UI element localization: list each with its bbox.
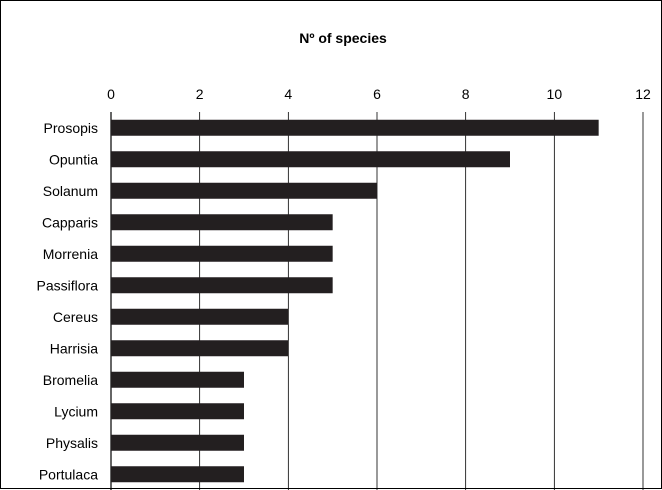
bar <box>111 214 333 231</box>
category-label: Opuntia <box>49 151 98 167</box>
bar <box>111 151 510 168</box>
grid-lines <box>110 112 644 490</box>
x-tick-label: 8 <box>462 86 470 102</box>
bar <box>111 466 244 483</box>
category-label: Prosopis <box>44 120 98 136</box>
category-label: Capparis <box>42 214 98 230</box>
x-tick-label: 12 <box>635 86 651 102</box>
x-tick-label: 6 <box>373 86 381 102</box>
category-label: Solanum <box>43 183 98 199</box>
bar <box>111 403 244 420</box>
bar <box>111 277 333 294</box>
x-tick-label: 2 <box>196 86 204 102</box>
x-axis-tick-labels: 0 2 4 6 8 10 12 <box>107 86 651 102</box>
category-label: Bromelia <box>43 372 98 388</box>
category-label: Passiflora <box>37 277 99 293</box>
bar <box>111 245 333 262</box>
category-label: Physalis <box>46 435 98 451</box>
x-tick-label: 10 <box>547 86 563 102</box>
category-label: Cereus <box>53 309 98 325</box>
chart-title: Nº of species <box>299 30 387 46</box>
category-label: Morrenia <box>43 246 98 262</box>
bar <box>111 182 377 199</box>
y-axis-category-labels: Prosopis Opuntia Solanum Capparis Morrenia Pa… <box>37 120 99 483</box>
bar <box>111 371 244 388</box>
bar <box>111 340 289 357</box>
x-tick-label: 0 <box>107 86 115 102</box>
bars <box>111 119 599 483</box>
bar <box>111 119 599 136</box>
bar <box>111 434 244 451</box>
category-label: Lycium <box>54 403 98 419</box>
bar <box>111 308 289 325</box>
x-tick-label: 4 <box>284 86 292 102</box>
category-label: Portulaca <box>39 466 98 482</box>
category-label: Harrisia <box>50 340 98 356</box>
